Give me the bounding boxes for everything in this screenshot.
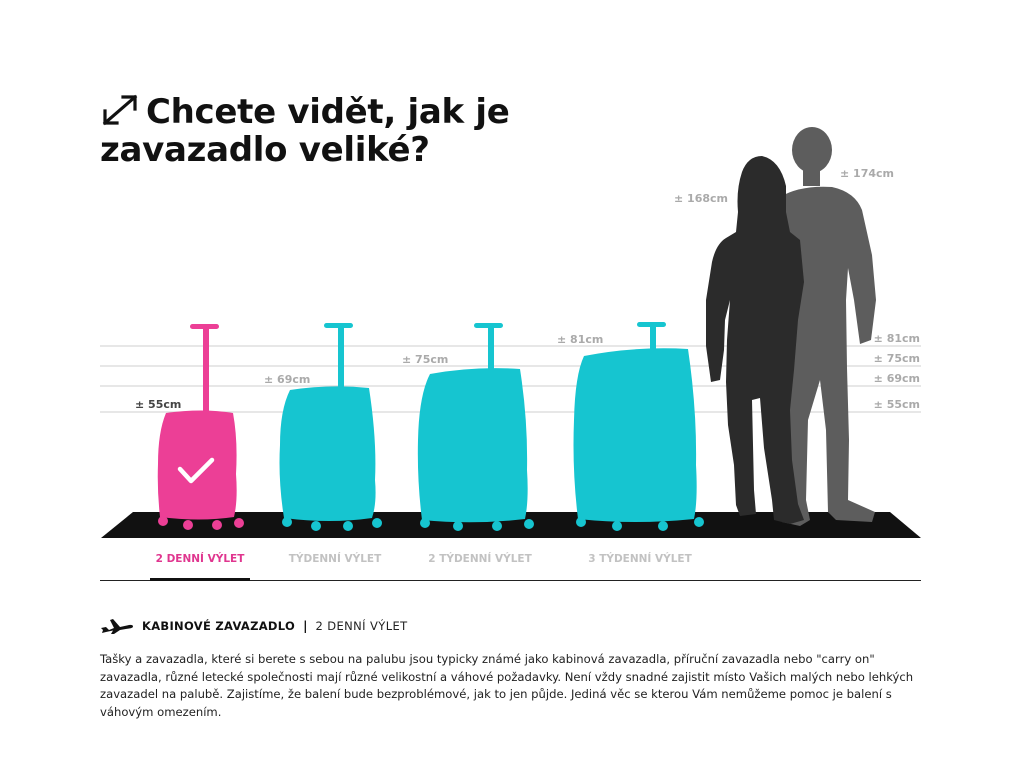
airplane-icon — [101, 619, 133, 634]
suitcase-75[interactable] — [417, 323, 534, 531]
tab-3-tydenni-vylet[interactable]: 3 TÝDENNÍ VÝLET — [588, 553, 692, 565]
tab-2-denni-vylet[interactable]: 2 DENNÍ VÝLET — [150, 540, 250, 581]
suitcase-55-handle — [190, 324, 219, 415]
page-title: Chcete vidět, jak je zavazadlo veliké? — [100, 92, 660, 169]
suitcase-55-wheels — [158, 516, 244, 530]
suitcase-69-body — [279, 386, 376, 521]
trip-name: 2 DENNÍ VÝLET — [315, 619, 408, 633]
suitcase-75-handle — [474, 323, 503, 371]
suitcase-label-69: ± 69cm — [264, 373, 310, 386]
woman-silhouette — [706, 156, 804, 524]
tab-tydenni-vylet[interactable]: TÝDENNÍ VÝLET — [288, 553, 382, 565]
suitcase-75-wheels — [420, 518, 534, 531]
suitcase-55-body — [157, 410, 237, 520]
trip-tabs: 2 DENNÍ VÝLET TÝDENNÍ VÝLET 2 TÝDENNÍ VÝ… — [100, 540, 921, 581]
suitcase-label-81: ± 81cm — [557, 333, 603, 346]
page-title-text: Chcete vidět, jak je zavazadlo veliké? — [100, 92, 510, 170]
scale-label-69: ± 69cm — [874, 372, 920, 385]
suitcase-55[interactable] — [157, 324, 244, 530]
suitcase-81-handle — [637, 322, 666, 352]
suitcase-75-body — [417, 368, 528, 523]
check-icon — [177, 457, 215, 484]
person-label-174: ± 174cm — [840, 167, 894, 180]
suitcase-69-wheels — [282, 517, 382, 531]
suitcase-label-75: ± 75cm — [402, 353, 448, 366]
suitcase-69-handle — [324, 323, 353, 392]
resize-arrow-icon — [102, 94, 138, 126]
page-title-block: Chcete vidět, jak je zavazadlo veliké? — [100, 92, 660, 169]
suitcase-81-body — [573, 348, 697, 522]
size-comparison-scene: ± 55cm ± 69cm ± 75cm ± 81cm ± 168cm ± 17… — [100, 127, 921, 538]
suitcase-69[interactable] — [279, 323, 383, 531]
info-separator: | — [303, 619, 308, 633]
suitcase-81[interactable] — [573, 322, 705, 531]
bag-info: KABINOVÉ ZAVAZADLO | 2 DENNÍ VÝLET — [100, 616, 408, 636]
scale-label-55: ± 55cm — [874, 398, 920, 411]
scale-label-81: ± 81cm — [874, 332, 920, 345]
bag-type: KABINOVÉ ZAVAZADLO — [142, 619, 296, 633]
bag-description: Tašky a zavazadla, které si berete s seb… — [100, 652, 914, 719]
tab-2-tydenni-vylet[interactable]: 2 TÝDENNÍ VÝLET — [428, 553, 532, 565]
suitcase-label-55: ± 55cm — [135, 398, 181, 411]
scale-label-75: ± 75cm — [874, 352, 920, 365]
person-label-168: ± 168cm — [674, 192, 728, 205]
suitcase-81-wheels — [576, 517, 704, 531]
